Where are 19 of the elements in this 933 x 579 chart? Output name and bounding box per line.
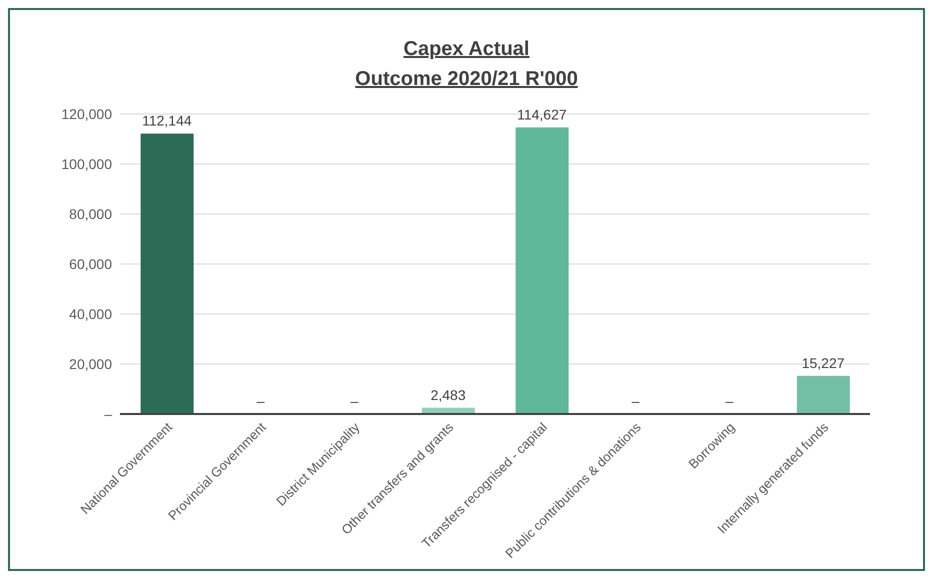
- y-tick-label: 100,000: [61, 156, 112, 172]
- bar: [796, 376, 850, 414]
- y-tick-label: 60,000: [69, 256, 112, 272]
- data-label: 15,227: [802, 354, 845, 371]
- data-label: –: [350, 393, 358, 409]
- y-tick-label: –: [104, 406, 112, 422]
- data-label: –: [725, 393, 734, 409]
- y-tick-label: 20,000: [69, 356, 112, 372]
- data-label: 112,144: [142, 112, 192, 129]
- chart-title: Capex Actual Outcome 2020/21 R'000: [354, 37, 579, 92]
- data-label: 2,483: [430, 386, 466, 403]
- data-label: 114,627: [517, 106, 567, 122]
- y-tick-label: 120,000: [61, 106, 112, 122]
- bar: [516, 127, 569, 414]
- data-label: –: [632, 393, 640, 409]
- bar: [140, 134, 194, 414]
- y-tick-label: 40,000: [69, 306, 112, 322]
- data-label: –: [256, 393, 265, 409]
- y-tick-label: 80,000: [69, 206, 112, 222]
